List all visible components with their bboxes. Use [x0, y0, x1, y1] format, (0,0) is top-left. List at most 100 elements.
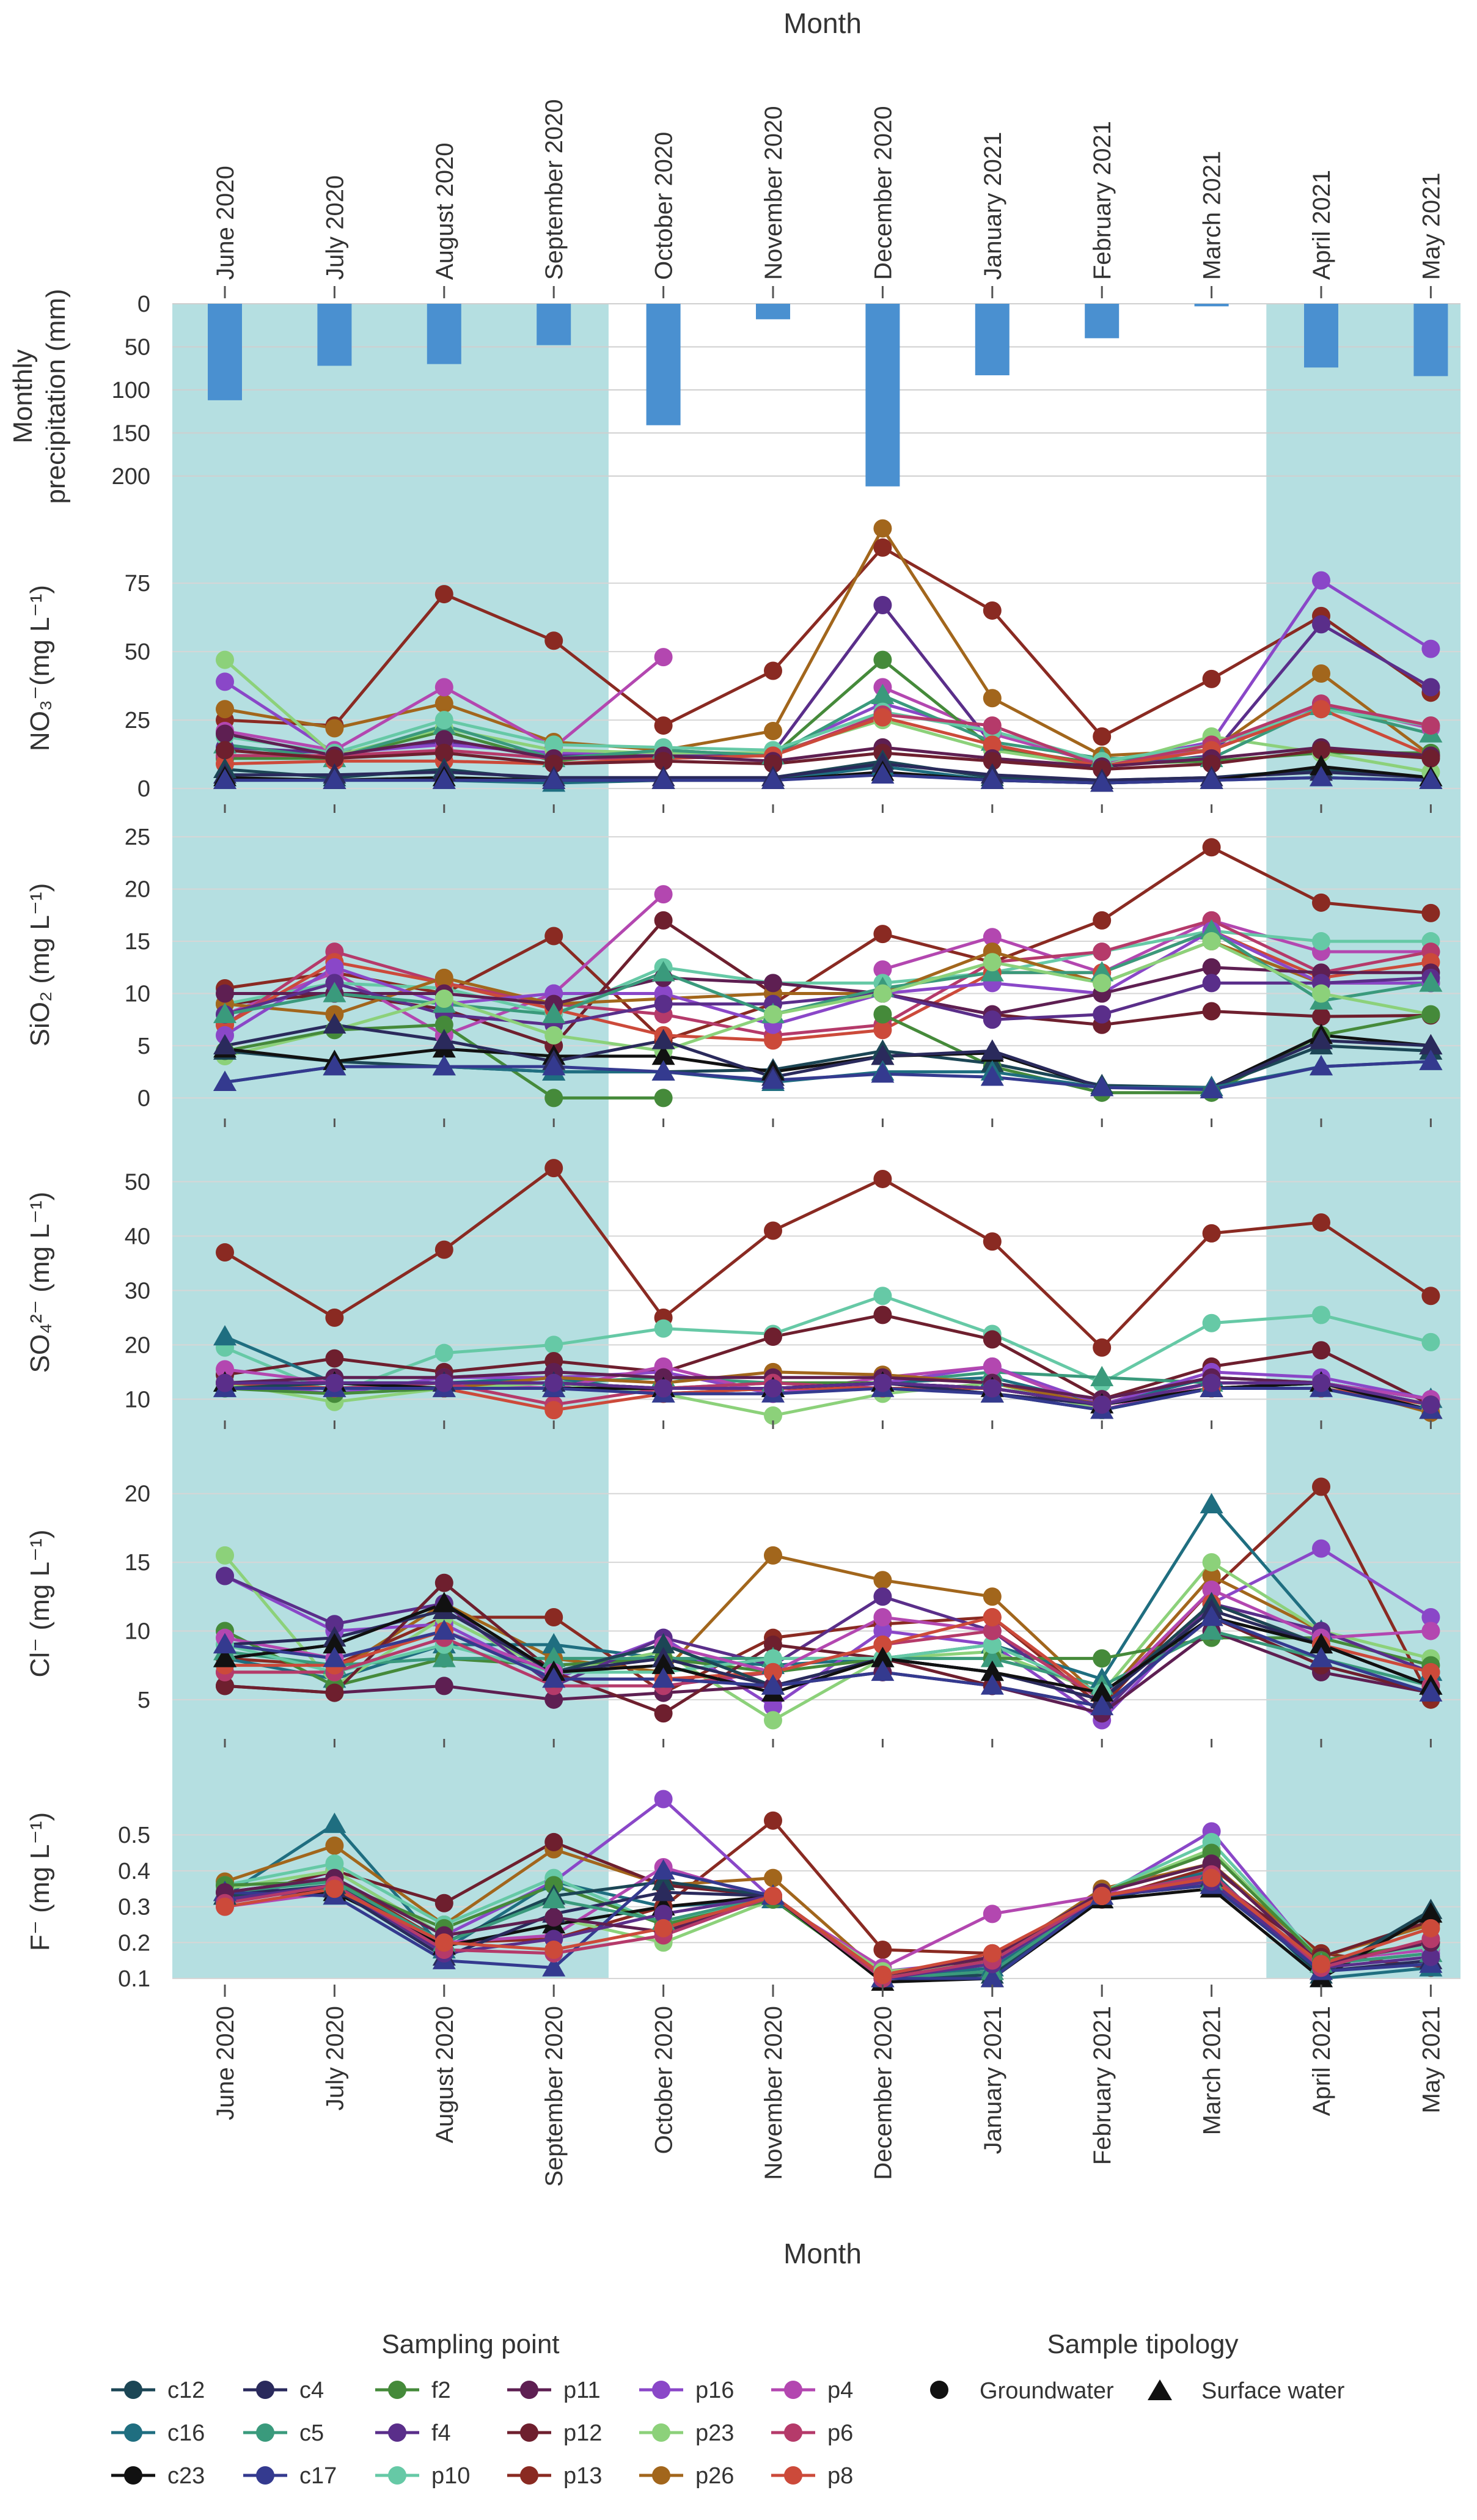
no3-point-p13 [983, 601, 1002, 620]
sio2-point-p13 [1093, 911, 1112, 930]
no3-point-p11 [434, 730, 453, 749]
cl-point-c17 [871, 1660, 895, 1681]
no3-point-p26 [1312, 664, 1330, 683]
no3-point-c17 [651, 768, 675, 789]
cl-point-p16 [873, 1622, 892, 1640]
cl-point-c17 [323, 1647, 346, 1667]
gridlines [172, 303, 1461, 1979]
bottom-month-label: September 2020 [541, 2006, 568, 2187]
f-tick-label: 0.5 [118, 1823, 150, 1848]
f-point-p8 [654, 1919, 673, 1938]
so4-point-f4 [1202, 1373, 1221, 1392]
f-point-p13 [764, 1811, 782, 1830]
so4-point-p13 [873, 1169, 892, 1188]
legend-label-p10: p10 [431, 2463, 470, 2489]
f-point-p26 [325, 1836, 344, 1855]
no3-point-p13 [764, 661, 782, 680]
sio2-tick-label: 10 [125, 981, 150, 1007]
cl-point-p13 [544, 1607, 563, 1626]
so4-point-p4 [983, 1357, 1002, 1376]
no3-point-p12 [764, 754, 782, 773]
legend-marker-p13 [520, 2466, 538, 2485]
legend-marker-f4 [388, 2423, 406, 2442]
sio2-point-c17 [651, 1060, 675, 1081]
top-axis-title: Month [783, 7, 862, 39]
no3-point-p4 [434, 678, 453, 697]
legend-typology-title: Sample tipology [1047, 2329, 1238, 2359]
legend-marker-c17 [256, 2466, 274, 2485]
cl-point-p26 [983, 1587, 1002, 1606]
so4-point-p10 [654, 1319, 673, 1338]
bottom-month-label: April 2021 [1308, 2006, 1335, 2116]
f-point-f4 [1421, 1947, 1440, 1966]
no3-ylabel: NO₃⁻(mg L⁻¹) [25, 585, 55, 751]
sio2-line-p10 [224, 929, 1431, 1016]
cl-point-p4 [1202, 1581, 1221, 1600]
sio2-point-f4 [1093, 1005, 1112, 1024]
sio2-point-p23 [544, 1026, 563, 1045]
no3-line-c5 [224, 694, 1432, 760]
so4-point-p10 [873, 1287, 892, 1306]
no3-point-p12 [434, 743, 453, 762]
no3-line-p8 [224, 707, 1432, 768]
sio2-point-p13 [1202, 838, 1221, 857]
legend-label-c16: c16 [167, 2420, 205, 2446]
precip-tick-label: 50 [125, 334, 150, 360]
so4-point-f4 [1421, 1395, 1440, 1414]
sio2-point-c17 [1090, 1076, 1114, 1097]
no3-point-p16 [1421, 639, 1440, 658]
no3-point-f4 [873, 595, 892, 614]
precip-bar-april-2021 [1304, 304, 1338, 368]
so4-point-p12 [764, 1327, 782, 1346]
shaded-period-2 [1266, 304, 1461, 1978]
so4-line-p11 [224, 1370, 1431, 1406]
sio2-point-p6 [1093, 942, 1112, 961]
so4-point-p13 [1093, 1338, 1112, 1357]
sio2-point-c4 [980, 1039, 1004, 1060]
legend-marker-p26 [652, 2466, 670, 2485]
cl-line-c23 [224, 1602, 1432, 1695]
so4-line-f4 [225, 1381, 1431, 1406]
legend-surface-water-label: Surface water [1201, 2378, 1345, 2404]
sio2-point-c17 [1310, 1055, 1333, 1076]
cl-point-c16 [1200, 1493, 1223, 1513]
no3-line-f2 [225, 658, 1431, 766]
sio2-point-c17 [761, 1068, 785, 1089]
cl-point-c5 [432, 1647, 456, 1667]
cl-point-c23 [213, 1647, 236, 1667]
sio2-point-p11 [1202, 958, 1221, 977]
sio2-point-p13 [1312, 893, 1330, 912]
cl-ylabel: Cl⁻ (mg L⁻¹) [25, 1530, 55, 1678]
cl-point-c17 [432, 1619, 456, 1640]
so4-point-p13 [325, 1308, 344, 1327]
f-point-c17 [980, 1967, 1004, 1988]
legend-sampling: Sampling point c12 c4 f2 p11 p16 p4 c16 c5 f4 p12… [111, 2329, 853, 2489]
so4-point-p23 [764, 1406, 782, 1425]
sio2-point-c4 [871, 1045, 895, 1065]
cl-point-p16 [1312, 1539, 1330, 1558]
no3-point-p11 [216, 724, 234, 743]
sio2-tick-label: 5 [137, 1034, 150, 1059]
cl-point-p12 [216, 1677, 234, 1695]
precip-tick-label: 200 [112, 464, 150, 490]
so4-point-p10 [434, 1343, 453, 1362]
f-point-p8 [325, 1879, 344, 1898]
bottom-month-label: December 2020 [870, 2006, 896, 2180]
top-month-label: June 2020 [212, 166, 239, 280]
sio2-point-p26 [434, 968, 453, 987]
cl-point-p12 [325, 1683, 344, 1702]
cl-point-c17 [213, 1633, 236, 1654]
no3-point-f2 [873, 650, 892, 669]
no3-point-p6 [983, 716, 1002, 735]
sio2-point-p16 [325, 958, 344, 977]
precip-bar-december-2020 [865, 304, 900, 487]
sio2-line-p13 [224, 845, 1431, 1042]
cl-point-c23 [1090, 1681, 1114, 1702]
legend-marker-p12 [520, 2423, 538, 2442]
cl-point-p10 [983, 1635, 1002, 1654]
sio2-series-group [213, 838, 1443, 1108]
so4-point-p13 [434, 1240, 453, 1259]
so4-ylabel: SO₄²⁻ (mg L⁻¹) [25, 1192, 55, 1373]
so4-point-p4 [216, 1360, 234, 1379]
bottom-axis-title: Month [783, 2238, 862, 2269]
